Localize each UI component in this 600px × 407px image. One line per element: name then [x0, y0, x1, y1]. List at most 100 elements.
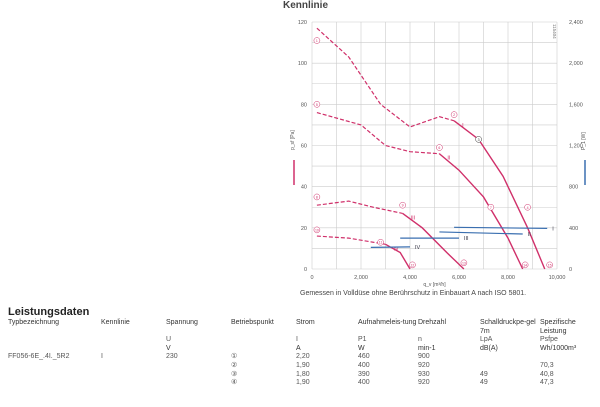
- operating-point-marker: [450, 111, 458, 118]
- column-symbol: I: [296, 336, 298, 344]
- table-cell: ③: [231, 370, 238, 378]
- x-tick-label: 0: [310, 275, 313, 281]
- column-symbol: Psfpe: [540, 336, 558, 344]
- column-unit: dB(A): [480, 344, 498, 352]
- x-tick-label: 6,000: [452, 275, 466, 281]
- pressure-curve-I: [453, 120, 546, 270]
- operating-point-label: 2: [453, 113, 455, 117]
- operating-point-marker: [475, 136, 482, 143]
- table-cell: [101, 379, 166, 388]
- column-symbol: U: [166, 336, 172, 344]
- table-cell: 460: [358, 353, 370, 361]
- pressure-curve-label: I: [462, 123, 464, 129]
- section-title: Leistungsdaten: [8, 306, 90, 318]
- pressure-curve-III-dashed: [316, 200, 403, 215]
- table-cell: [166, 379, 231, 388]
- column-header: Drehzahl: [418, 319, 447, 326]
- operating-point-label: 9: [402, 204, 404, 208]
- y-axis-label: p_sf [Pa]: [290, 130, 296, 150]
- column-header: Strom: [296, 319, 315, 326]
- column-header: Typbezeichnung: [8, 319, 59, 326]
- column-symbol: n: [418, 336, 422, 344]
- pressure-curve-label: IV: [394, 246, 400, 252]
- y2-tick-label: 1,600: [569, 102, 583, 108]
- operating-point-marker: [487, 204, 495, 211]
- table-cell: 900: [418, 353, 430, 361]
- operating-point-label: 7: [490, 206, 492, 210]
- table-row: ④ 1,90 400 920 49 47,3: [8, 379, 600, 388]
- column-header: Aufnahmeleis-tung: [358, 319, 417, 326]
- y2-axis-label: P_1 [W]: [581, 132, 587, 150]
- y2-tick-label: 2,000: [569, 61, 583, 67]
- column-unit: W: [358, 344, 365, 352]
- y-tick-label: 120: [298, 20, 307, 26]
- column-unit: min-1: [418, 344, 436, 352]
- y-tick-label: 0: [304, 267, 307, 273]
- table-cell: 400: [358, 361, 370, 369]
- table-cell: ①: [231, 353, 238, 361]
- y-tick-label: 60: [301, 144, 307, 150]
- pressure-curve-II: [438, 153, 524, 270]
- x-tick-label: 2,000: [354, 275, 368, 281]
- table-cell: 49: [480, 379, 488, 387]
- y-tick-label: 100: [298, 61, 307, 67]
- fan-characteristic-chart: 0 2,000 4,000 6,000 8,000 10,0000204060801001…: [290, 20, 587, 288]
- column-symbol: LpA: [480, 336, 493, 344]
- table-cell: ④: [231, 379, 238, 387]
- table-row: ③ 1,80 390 930 49 40,8: [8, 371, 600, 380]
- column-symbol: [101, 336, 166, 345]
- operating-point-marker: [436, 144, 443, 151]
- operating-point-marker: [313, 226, 321, 234]
- operating-point-label: 13: [462, 261, 466, 265]
- operating-point-label: 3: [478, 138, 480, 142]
- table-cell: I: [101, 353, 103, 361]
- y-tick-label: 80: [301, 102, 307, 108]
- column-header: Schalldruckpe-gel 7m: [480, 319, 536, 335]
- operating-point-marker: [377, 238, 384, 246]
- operating-point-label: 11: [379, 241, 383, 245]
- column-unit: Wh/1000m³: [540, 344, 577, 352]
- table-cell: [166, 362, 231, 371]
- table-cell: [8, 371, 101, 380]
- table-cell: 49: [480, 370, 488, 378]
- chart-title: Kennlinie: [283, 0, 329, 11]
- pressure-curve-II-dashed: [316, 111, 440, 155]
- table-cell: 1,90: [296, 379, 310, 387]
- table-cell: 1,80: [296, 370, 310, 378]
- table-cell: 400: [358, 379, 370, 387]
- operating-point-label: 15: [548, 263, 552, 267]
- table-cell: [8, 362, 101, 371]
- column-unit: [8, 345, 101, 354]
- column-header: Spannung: [166, 319, 198, 326]
- y2-tick-label: 400: [569, 226, 578, 232]
- pressure-curve-label: II: [447, 156, 451, 162]
- table-cell: [101, 362, 166, 371]
- operating-point-label: 10: [315, 228, 319, 232]
- x-axis-label: q_v [m³/h]: [423, 282, 446, 288]
- x-tick-label: 8,000: [501, 275, 515, 281]
- table-cell: FF056-6E_.4I._5R2: [8, 353, 70, 361]
- side-code: 115404: [552, 24, 557, 39]
- operating-point-label: 8: [316, 195, 318, 199]
- table-cell: [8, 379, 101, 388]
- column-header: Spezifische Leistung: [540, 319, 576, 335]
- operating-point-label: 14: [523, 263, 527, 267]
- y2-tick-label: 1,200: [569, 144, 583, 150]
- x-tick-label: 4,000: [403, 275, 417, 281]
- operating-point-marker: [313, 101, 321, 108]
- table-cell: 930: [418, 370, 430, 378]
- operating-point-marker: [409, 261, 416, 269]
- column-unit: [101, 345, 166, 354]
- column-header: Betriebspunkt: [231, 319, 274, 326]
- table-cell: [101, 371, 166, 380]
- operating-point-label: 6: [438, 146, 440, 150]
- table-cell: 230: [166, 353, 178, 361]
- pressure-curve-I-dashed: [316, 27, 455, 128]
- table-cell: 47,3: [540, 379, 554, 387]
- power-curve-label: IV: [415, 245, 421, 251]
- column-symbol: [8, 336, 101, 345]
- operating-point-label: 5: [316, 103, 318, 107]
- table-row: FF056-6E_.4I._5R2 I 230 ① 2,20 460 900: [8, 353, 600, 362]
- column-symbol: P1: [358, 336, 367, 344]
- table-cell: [480, 362, 540, 371]
